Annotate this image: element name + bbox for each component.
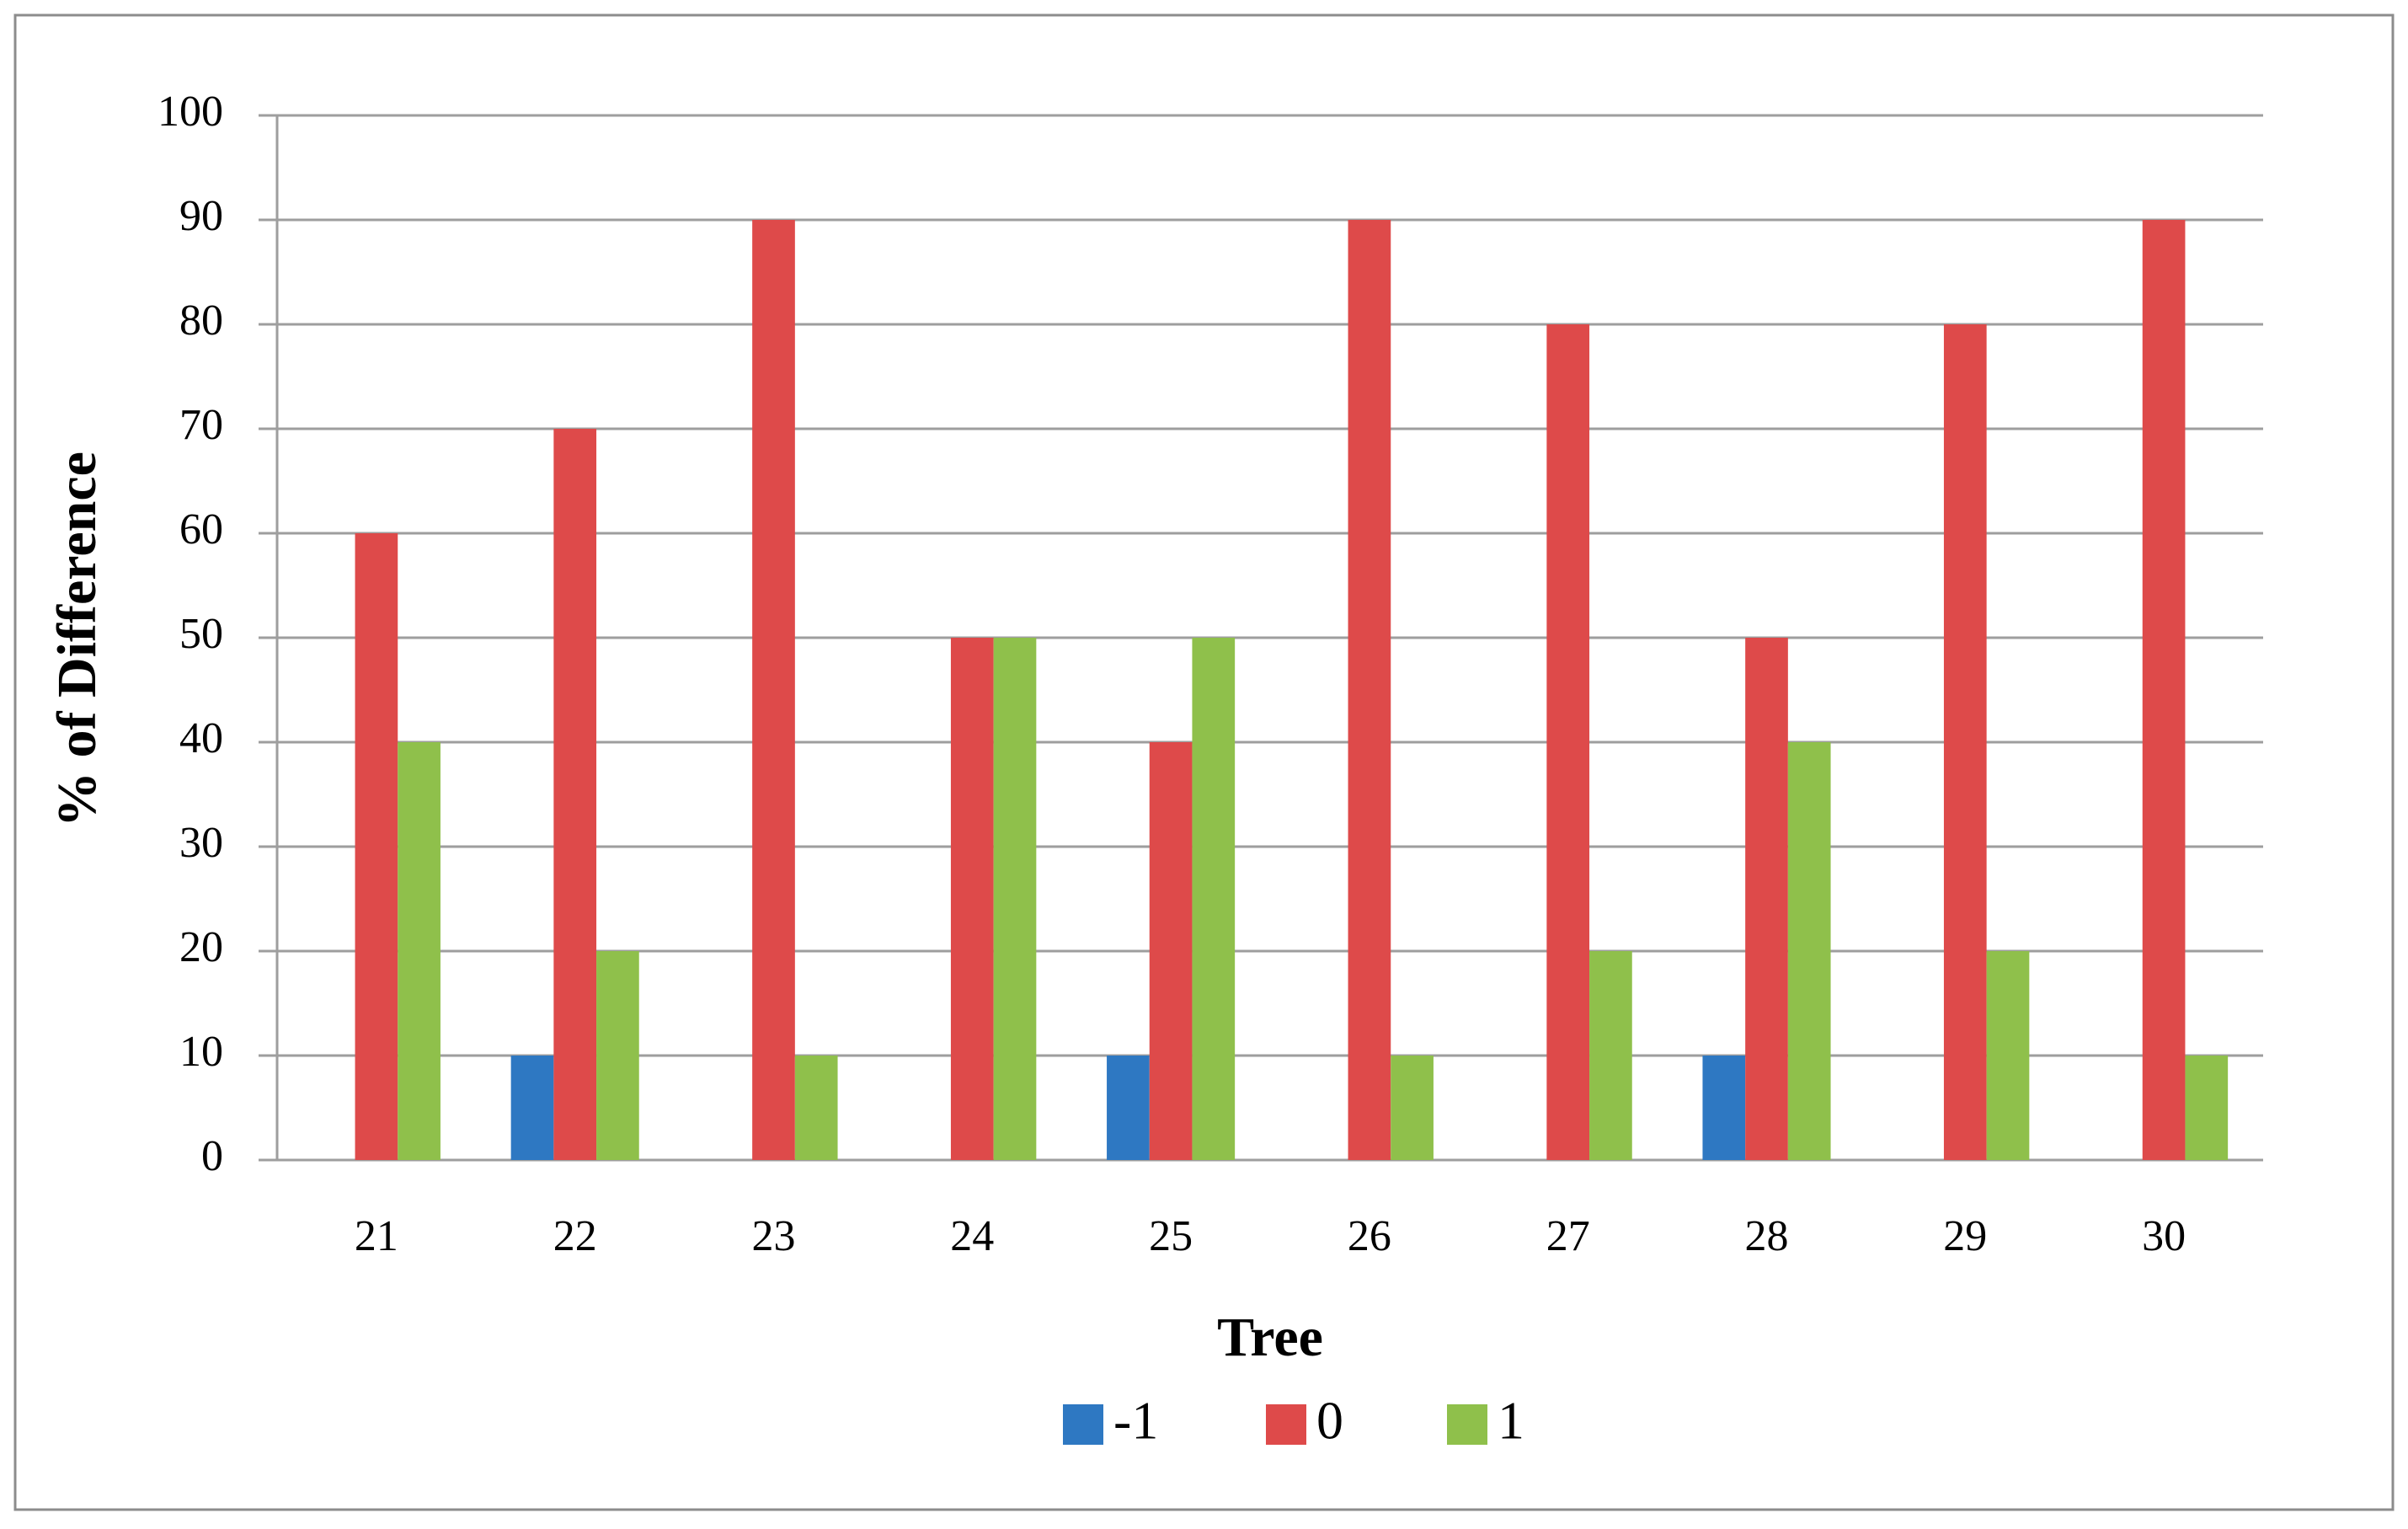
- bar: [1192, 638, 1236, 1160]
- bar: [794, 1056, 838, 1160]
- bar: [1107, 1056, 1150, 1160]
- legend-label: 0: [1316, 1391, 1343, 1451]
- bar: [950, 638, 994, 1160]
- y-tick-label: 70: [179, 401, 223, 449]
- y-tick-label: 0: [201, 1132, 223, 1180]
- y-tick-label: 30: [179, 819, 223, 867]
- bar: [1787, 742, 1831, 1160]
- legend-label: -1: [1113, 1391, 1158, 1451]
- x-tick-label: 27: [1546, 1212, 1590, 1260]
- y-tick-label: 80: [179, 297, 223, 345]
- bar: [1546, 324, 1590, 1160]
- y-tick-label: 100: [158, 88, 223, 136]
- x-tick-label: 22: [553, 1212, 597, 1260]
- x-tick-label: 28: [1745, 1212, 1789, 1260]
- y-tick-label: 90: [179, 192, 223, 240]
- x-tick-label: 25: [1149, 1212, 1193, 1260]
- legend-label: 1: [1498, 1391, 1524, 1451]
- x-tick-label: 29: [1943, 1212, 1987, 1260]
- y-tick-label: 60: [179, 505, 223, 553]
- bar: [596, 951, 639, 1160]
- bar: [2142, 220, 2186, 1160]
- x-axis-title: Tree: [1217, 1307, 1323, 1368]
- x-tick-label: 24: [950, 1212, 994, 1260]
- x-tick-label: 21: [355, 1212, 398, 1260]
- y-tick-label: 20: [179, 923, 223, 971]
- bar: [1589, 951, 1632, 1160]
- y-tick-label: 50: [179, 610, 223, 658]
- y-axis-title: % of Difference: [46, 452, 108, 827]
- x-tick-label: 30: [2142, 1212, 2186, 1260]
- legend-swatch: [1266, 1404, 1306, 1445]
- bar: [1391, 1056, 1434, 1160]
- x-tick-label: 23: [752, 1212, 796, 1260]
- bar: [1943, 324, 1987, 1160]
- bar: [510, 1056, 554, 1160]
- y-tick-label: 10: [179, 1028, 223, 1076]
- y-tick-label: 40: [179, 714, 223, 762]
- bar: [1149, 742, 1193, 1160]
- bar: [1986, 951, 2030, 1160]
- bar: [355, 533, 398, 1160]
- bar: [1702, 1056, 1746, 1160]
- legend-swatch: [1447, 1404, 1487, 1445]
- bar: [752, 220, 795, 1160]
- bar: [2185, 1056, 2229, 1160]
- bar: [398, 742, 440, 1160]
- bar: [993, 638, 1037, 1160]
- legend-swatch: [1063, 1404, 1103, 1445]
- bar: [1745, 638, 1788, 1160]
- bar: [1348, 220, 1391, 1160]
- bar: [553, 429, 597, 1160]
- x-tick-label: 26: [1348, 1212, 1391, 1260]
